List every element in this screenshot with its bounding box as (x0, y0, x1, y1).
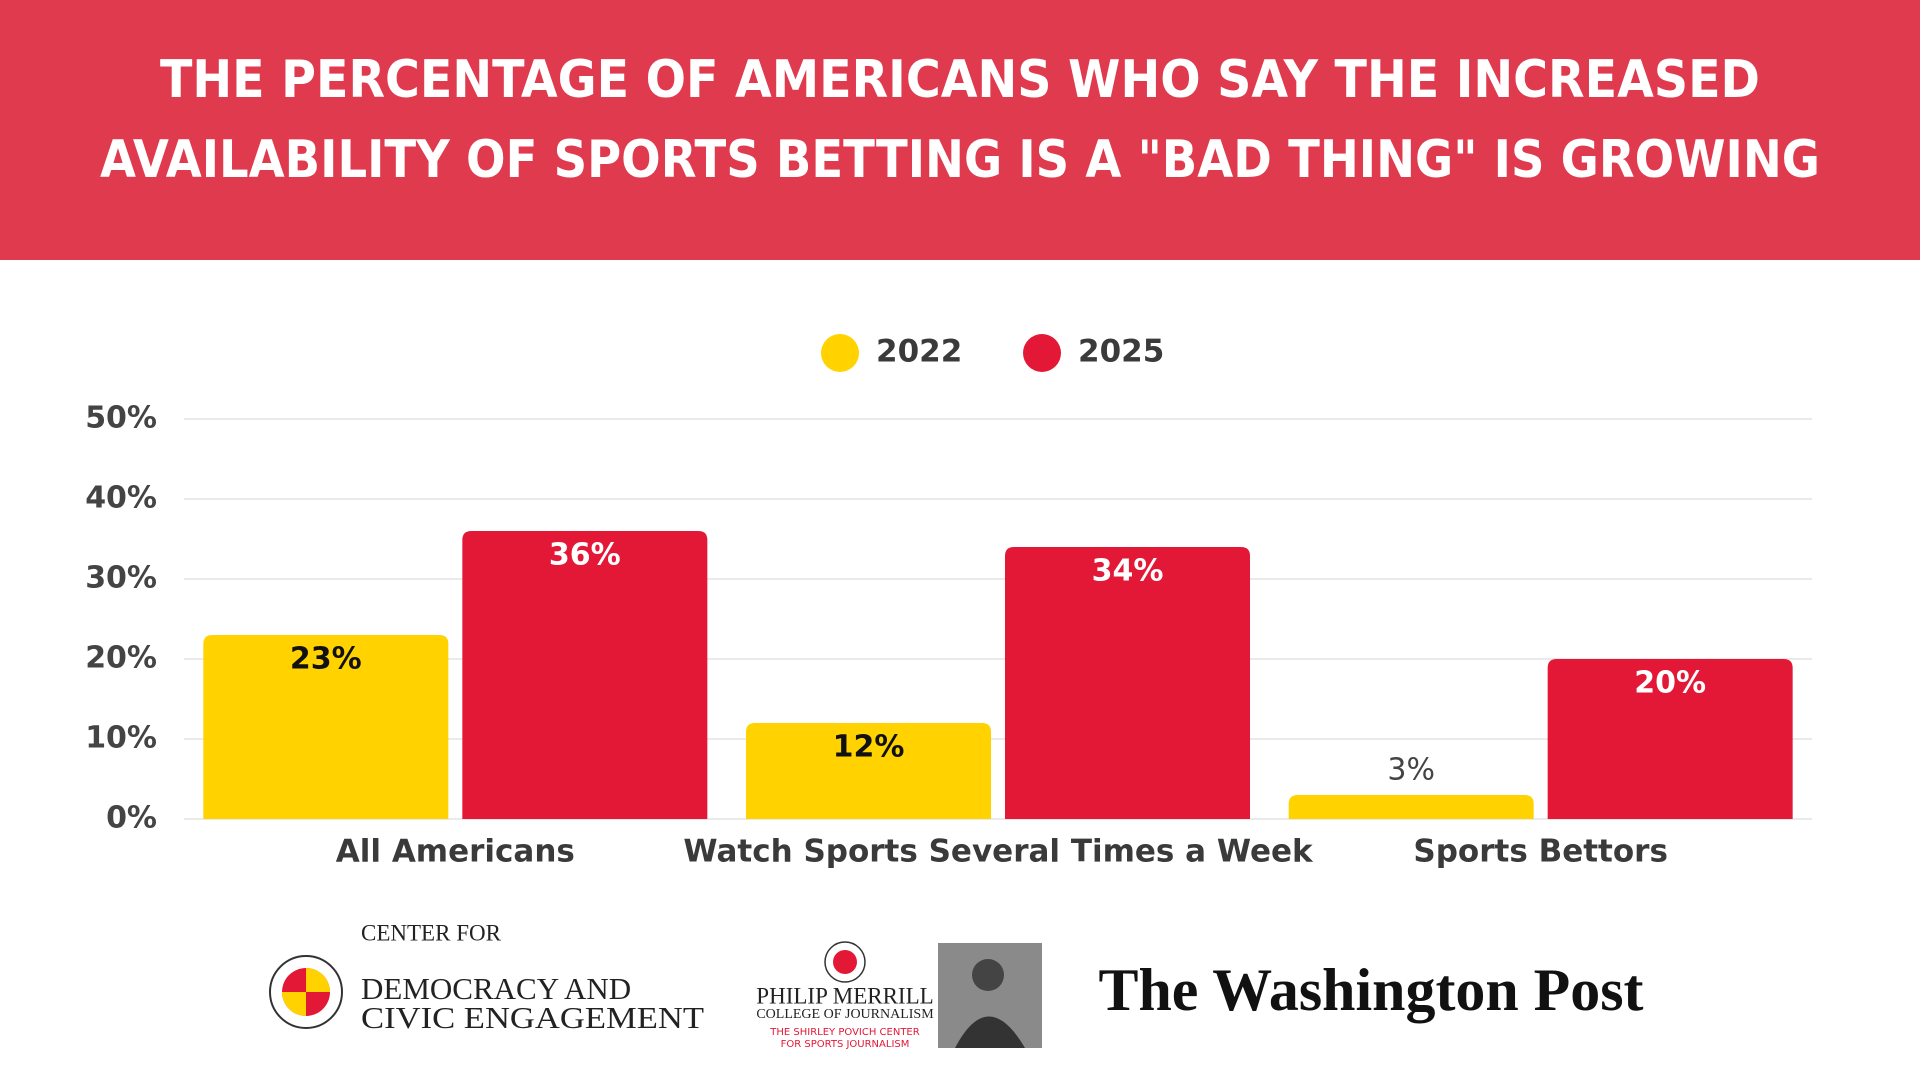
logo-text: COLLEGE OF JOURNALISM (756, 1007, 934, 1022)
bar (203, 635, 449, 819)
x-tick-label: All Americans (336, 834, 575, 870)
bar (1547, 659, 1793, 819)
x-tick-label: Watch Sports Several Times a Week (683, 834, 1314, 870)
logo-text: FOR SPORTS JOURNALISM (781, 1039, 910, 1050)
legend-swatch (1023, 334, 1061, 372)
bar (1288, 795, 1534, 819)
x-tick-label: Sports Bettors (1413, 834, 1668, 870)
portrait-head (972, 959, 1004, 991)
logo-text: PHILIP MERRILL (756, 983, 933, 1008)
merrill-logo: PHILIP MERRILL COLLEGE OF JOURNALISM THE… (756, 941, 1042, 1050)
header-band (0, 0, 1920, 260)
logo-text: CIVIC ENGAGEMENT (361, 1000, 704, 1035)
emblem-quarter (282, 968, 330, 1016)
legend-swatch (821, 334, 859, 372)
logo-text: THE SHIRLEY POVICH CENTER (769, 1027, 919, 1038)
cdce-logo: CENTER FOR DEMOCRACY AND CIVIC ENGAGEMEN… (269, 920, 704, 1035)
y-tick-label: 40% (85, 481, 157, 516)
y-tick-label: 10% (85, 721, 157, 756)
bar (462, 531, 708, 819)
legend-label: 2025 (1078, 334, 1164, 370)
logo-text: DEMOCRACY AND (361, 971, 631, 1006)
y-tick-label: 30% (85, 561, 157, 596)
legend-label: 2022 (876, 334, 962, 370)
chart-title: AVAILABILITY OF SPORTS BETTING IS A "BAD… (100, 130, 1820, 190)
y-tick-label: 20% (85, 641, 157, 676)
bar (1005, 547, 1250, 819)
portrait-body (955, 1016, 1025, 1048)
logo-text: CENTER FOR (361, 920, 502, 945)
data-label: 20% (1634, 666, 1706, 701)
chart-title: THE PERCENTAGE OF AMERICANS WHO SAY THE … (160, 50, 1760, 110)
data-label: 12% (833, 730, 905, 765)
emblem-inner (833, 950, 857, 974)
data-label: 34% (1092, 554, 1164, 589)
data-label: 36% (549, 538, 621, 573)
wapo-logo: The Washington Post (1099, 957, 1644, 1023)
bar (746, 723, 991, 819)
y-tick-label: 50% (85, 401, 157, 436)
y-tick-label: 0% (106, 801, 157, 836)
data-label: 3% (1387, 753, 1435, 788)
data-label: 23% (290, 642, 362, 677)
